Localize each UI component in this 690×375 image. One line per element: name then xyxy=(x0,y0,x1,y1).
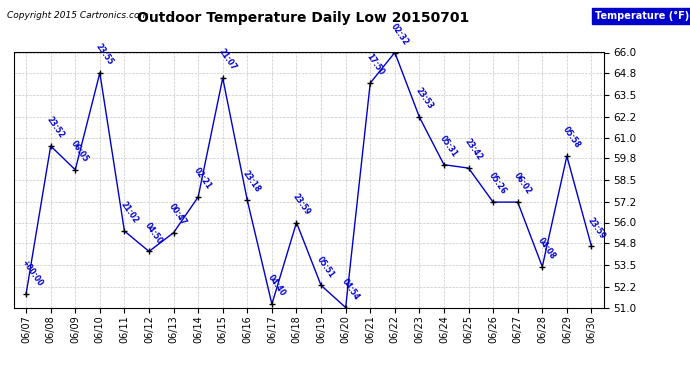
Text: +00:00: +00:00 xyxy=(20,258,45,288)
Text: 23:59: 23:59 xyxy=(290,192,311,216)
Text: Outdoor Temperature Daily Low 20150701: Outdoor Temperature Daily Low 20150701 xyxy=(137,11,470,25)
Text: 04:50: 04:50 xyxy=(143,220,164,246)
Text: 05:58: 05:58 xyxy=(561,125,582,150)
Text: 23:42: 23:42 xyxy=(462,137,484,162)
Text: 21:02: 21:02 xyxy=(118,200,139,225)
Text: 04:08: 04:08 xyxy=(536,236,558,261)
Text: 05:51: 05:51 xyxy=(315,255,336,279)
Text: Temperature (°F): Temperature (°F) xyxy=(595,11,689,21)
Text: 02:21: 02:21 xyxy=(192,166,213,191)
Text: 23:18: 23:18 xyxy=(241,170,262,195)
Text: Copyright 2015 Cartronics.com: Copyright 2015 Cartronics.com xyxy=(7,11,148,20)
Text: 23:53: 23:53 xyxy=(413,86,435,111)
Text: 23:52: 23:52 xyxy=(45,115,66,140)
Text: 21:07: 21:07 xyxy=(217,47,238,72)
Text: 00:47: 00:47 xyxy=(168,202,188,227)
Text: 05:31: 05:31 xyxy=(438,134,459,159)
Text: 23:59: 23:59 xyxy=(585,216,607,240)
Text: 04:54: 04:54 xyxy=(339,277,361,302)
Text: 06:02: 06:02 xyxy=(511,171,533,196)
Text: 17:50: 17:50 xyxy=(364,52,385,77)
Text: 23:55: 23:55 xyxy=(94,42,115,67)
Text: 04:40: 04:40 xyxy=(266,273,287,298)
Text: 05:26: 05:26 xyxy=(487,171,508,196)
Text: 06:05: 06:05 xyxy=(69,139,90,164)
Text: 02:32: 02:32 xyxy=(388,22,410,46)
